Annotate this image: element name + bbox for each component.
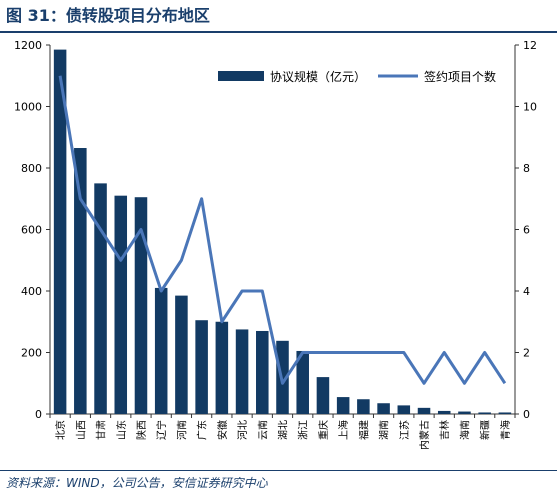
x-tick-label: 新疆 — [479, 420, 492, 440]
x-tick-label: 山西 — [75, 420, 87, 440]
x-tick-label: 吉林 — [438, 420, 451, 440]
x-tick-label: 北京 — [54, 420, 67, 440]
line-series — [58, 75, 507, 385]
left-tick-label: 200 — [21, 347, 42, 360]
bar — [478, 412, 491, 414]
bar — [256, 330, 269, 414]
right-tick-label: 12 — [523, 39, 537, 52]
source-divider — [0, 470, 557, 471]
x-tick-label: 甘肃 — [95, 420, 108, 440]
bar — [377, 403, 390, 414]
figure-title: 图 31：债转股项目分布地区 — [6, 6, 210, 25]
x-tick-label: 广东 — [196, 420, 209, 440]
x-tick-label: 内蒙古 — [418, 420, 431, 450]
left-tick-label: 400 — [21, 285, 42, 298]
bar — [417, 407, 431, 414]
left-tick-label: 800 — [21, 162, 42, 175]
bar — [437, 410, 451, 414]
bar — [53, 49, 67, 415]
bar — [195, 320, 208, 414]
bar — [357, 399, 370, 414]
x-tick-label: 安徽 — [216, 420, 229, 440]
x-tick-label: 河北 — [237, 420, 249, 440]
combo-chart: 0 200 400 600 800 1000 1200 0 2 4 6 8 10 12 北京 山西 甘肃 山东 陕西… — [14, 39, 537, 450]
bar — [316, 377, 330, 414]
x-tick-label: 上海 — [337, 420, 350, 440]
bar — [215, 321, 229, 414]
right-tick-label: 0 — [523, 408, 530, 421]
x-tick-label: 湖北 — [278, 420, 290, 440]
left-tick-label: 1000 — [14, 101, 42, 114]
bar — [336, 397, 350, 414]
bar — [498, 412, 512, 414]
right-tick-label: 2 — [523, 347, 530, 360]
bar — [175, 295, 188, 414]
x-tick-label: 辽宁 — [155, 420, 168, 440]
bar — [154, 287, 168, 414]
bar — [458, 411, 471, 414]
chart-legend: 协议规模（亿元） 签约项目个数 — [218, 69, 496, 84]
legend-line-label: 签约项目个数 — [424, 69, 496, 84]
bar — [235, 329, 249, 414]
bar — [397, 405, 411, 414]
bar — [114, 195, 128, 414]
x-tick-label: 云南 — [256, 420, 269, 440]
x-tick-label: 青海 — [499, 420, 512, 440]
x-tick-label: 山东 — [115, 420, 128, 440]
right-tick-label: 4 — [523, 285, 530, 298]
legend-bar-label: 协议规模（亿元） — [270, 69, 366, 84]
x-tick-label: 海南 — [458, 420, 471, 440]
x-tick-label: 福建 — [357, 420, 370, 440]
chart-axes: 0 200 400 600 800 1000 1200 0 2 4 6 8 10 12 北京 山西 甘肃 山东 陕西… — [14, 39, 537, 450]
bar — [134, 197, 148, 414]
right-tick-label: 10 — [523, 101, 537, 114]
x-tick-label: 江苏 — [398, 420, 411, 440]
x-tick-label: 重庆 — [317, 420, 330, 440]
right-tick-label: 8 — [523, 162, 530, 175]
x-tick-label: 湖南 — [378, 420, 391, 440]
bar-series — [53, 49, 512, 415]
x-tick-label: 河南 — [175, 420, 188, 440]
left-tick-label: 1200 — [14, 39, 42, 52]
x-tick-label: 浙江 — [298, 420, 310, 440]
bar — [296, 350, 309, 414]
source-note: 资料来源：WIND，公司公告，安信证券研究中心 — [6, 476, 268, 490]
title-divider — [0, 31, 557, 33]
left-tick-label: 0 — [35, 408, 42, 421]
legend-bar-swatch — [218, 71, 264, 81]
x-tick-label: 陕西 — [135, 420, 148, 440]
left-tick-label: 600 — [21, 224, 42, 237]
bar — [94, 183, 107, 414]
right-tick-label: 6 — [523, 224, 530, 237]
bar — [74, 148, 87, 414]
